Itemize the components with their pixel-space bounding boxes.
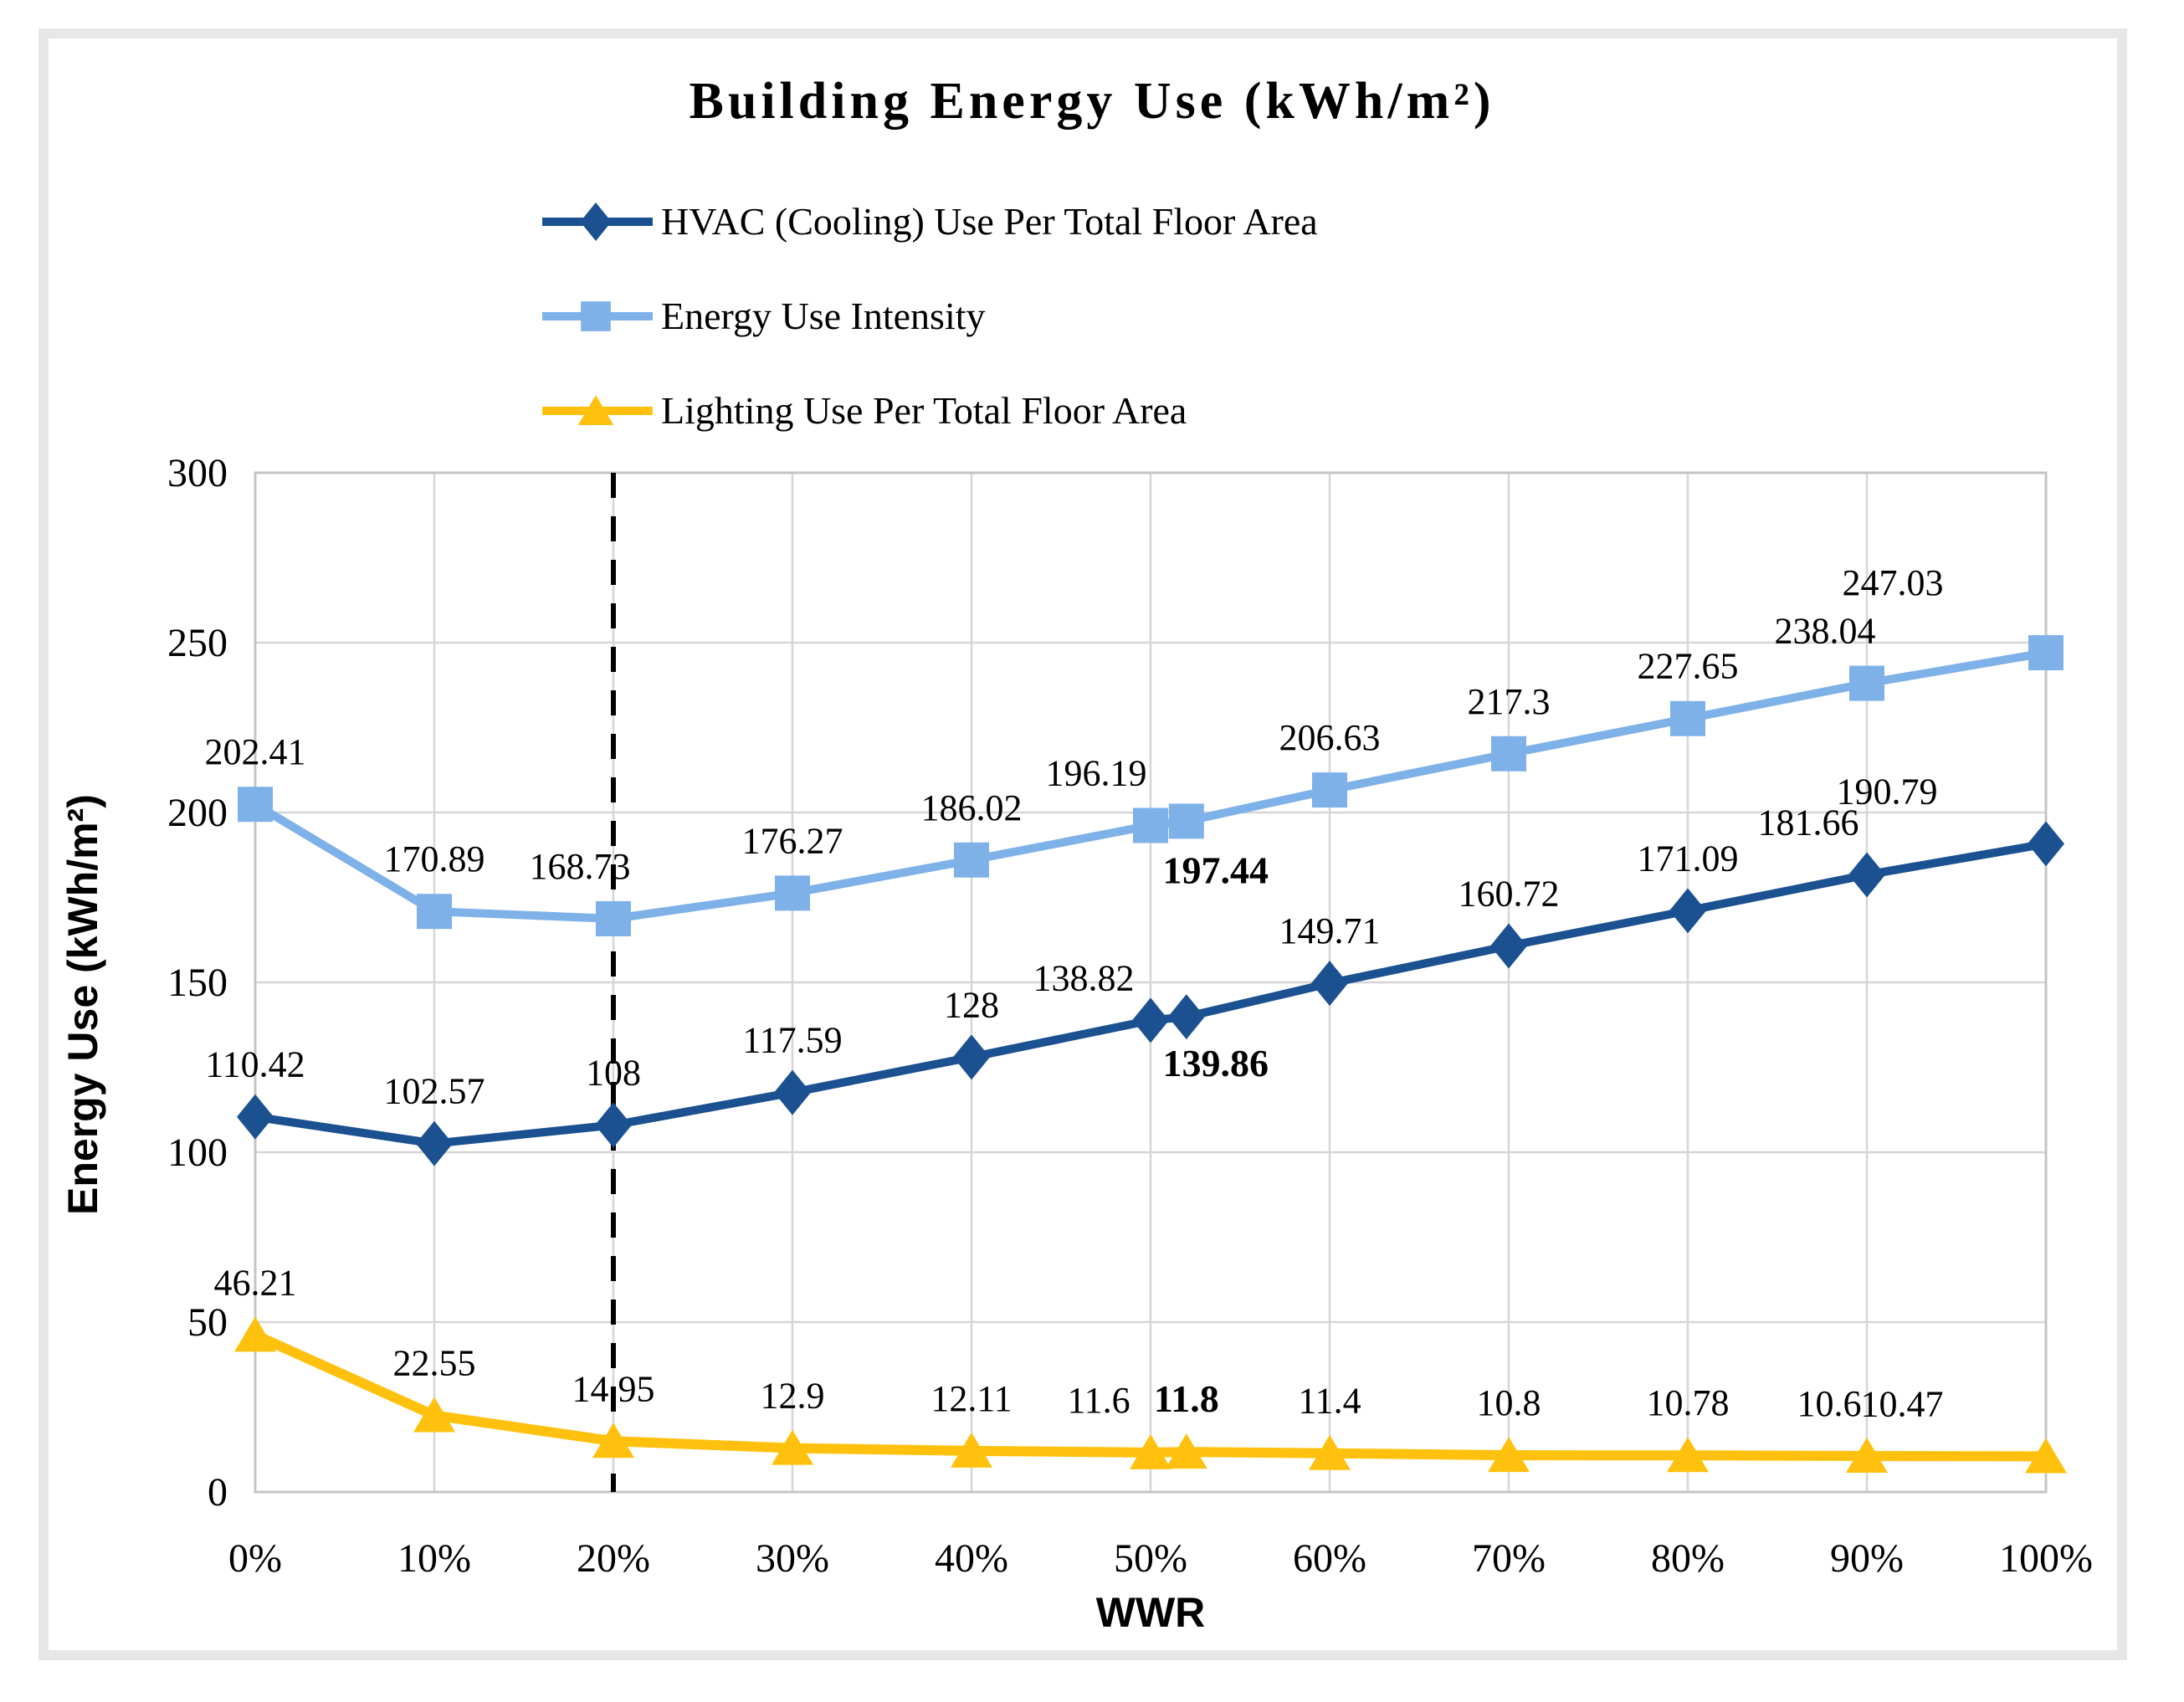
- x-tick: 20%: [577, 1536, 650, 1581]
- x-tick: 50%: [1114, 1536, 1187, 1581]
- series-hvac: [237, 821, 2064, 1166]
- legend-triangle-icon: [542, 394, 653, 425]
- legend-square-icon: [542, 300, 653, 331]
- data-label-light: 22.55: [393, 1342, 476, 1383]
- data-label-light: 11.6: [1067, 1380, 1130, 1421]
- legend-item-light: Lighting Use Per Total Floor Area: [542, 363, 1318, 458]
- data-label-hvac: 181.66: [1758, 802, 1859, 843]
- figure-frame: [38, 28, 2127, 1660]
- x-tick: 40%: [935, 1536, 1008, 1581]
- data-label-eui: 247.03: [1843, 562, 1944, 603]
- data-label-hvac: 171.09: [1638, 838, 1739, 879]
- data-label-hvac: 138.82: [1033, 957, 1135, 998]
- plot-border: [254, 471, 2048, 1494]
- legend-label-light: Lighting Use Per Total Floor Area: [661, 389, 1187, 432]
- data-label-eui: 206.63: [1279, 717, 1381, 758]
- series-eui: [238, 635, 2064, 936]
- data-label-hvac: 117.59: [742, 1020, 842, 1061]
- data-label-eui: 238.04: [1775, 611, 1876, 652]
- legend-label-hvac: HVAC (Cooling) Use Per Total Floor Area: [661, 200, 1318, 243]
- y-tick: 150: [167, 961, 228, 1005]
- x-tick: 0%: [228, 1536, 282, 1581]
- data-label-hvac: 108: [586, 1053, 641, 1094]
- data-label-light: 10.8: [1477, 1382, 1541, 1423]
- x-tick: 90%: [1830, 1536, 1904, 1581]
- chart-title: Building Energy Use (kWh/m²): [689, 73, 1495, 130]
- data-label-light: 10.6: [1797, 1383, 1862, 1424]
- legend-item-eui: Energy Use Intensity: [542, 269, 1318, 363]
- data-label-light: 46.21: [214, 1262, 297, 1303]
- data-label-eui: 186.02: [921, 787, 1023, 828]
- x-tick: 60%: [1293, 1536, 1366, 1581]
- y-tick: 100: [167, 1130, 228, 1175]
- x-tick: 30%: [756, 1536, 829, 1581]
- data-label-eui: 176.27: [742, 820, 843, 861]
- data-label-light: 10.78: [1647, 1382, 1730, 1423]
- data-label-eui: 202.41: [205, 731, 306, 772]
- data-label-eui: 170.89: [384, 838, 485, 879]
- chart-legend: HVAC (Cooling) Use Per Total Floor Area E…: [542, 174, 1318, 458]
- x-tick-labels: 0% 10% 20% 30% 40% 50% 60% 70% 80% 90% 100%: [228, 1536, 2093, 1581]
- y-tick: 250: [167, 621, 228, 665]
- legend-item-hvac: HVAC (Cooling) Use Per Total Floor Area: [542, 174, 1318, 269]
- y-tick-labels: 0 50 100 150 200 250 300: [167, 451, 228, 1515]
- highlight-label-hvac: 139.86: [1163, 1042, 1269, 1084]
- y-tick: 300: [167, 451, 228, 495]
- data-label-light: 12.11: [931, 1378, 1012, 1419]
- data-label-hvac: 110.42: [205, 1044, 305, 1085]
- data-label-hvac: 149.71: [1279, 910, 1381, 951]
- data-label-hvac: 190.79: [1837, 771, 1938, 812]
- data-label-light: 10.47: [1861, 1383, 1944, 1424]
- data-label-eui: 227.65: [1638, 646, 1739, 687]
- y-tick: 0: [208, 1470, 228, 1515]
- data-label-light: 11.4: [1298, 1381, 1361, 1422]
- highlight-label-eui: 197.44: [1163, 848, 1269, 891]
- data-label-light: 14.95: [572, 1368, 655, 1409]
- series-light: [234, 1316, 2067, 1474]
- data-label-hvac: 102.57: [384, 1071, 485, 1112]
- x-tick: 80%: [1651, 1536, 1725, 1581]
- x-tick: 70%: [1472, 1536, 1546, 1581]
- x-axis-title: WWR: [1095, 1589, 1206, 1636]
- legend-diamond-icon: [542, 202, 653, 241]
- highlight-label-light: 11.8: [1154, 1377, 1219, 1420]
- data-label-light: 12.9: [761, 1376, 825, 1417]
- y-tick: 50: [187, 1300, 228, 1345]
- data-label-hvac: 160.72: [1459, 873, 1560, 914]
- data-label-hvac: 128: [944, 984, 999, 1025]
- data-label-eui: 168.73: [530, 846, 631, 887]
- data-label-eui: 217.3: [1468, 681, 1551, 722]
- y-tick: 200: [167, 791, 228, 835]
- x-tick: 10%: [397, 1536, 471, 1581]
- data-labels: 202.41 170.89 168.73 176.27 186.02 196.19 206.…: [205, 562, 1944, 1424]
- x-tick: 100%: [1999, 1536, 2093, 1581]
- legend-label-eui: Energy Use Intensity: [661, 295, 986, 337]
- data-label-eui: 196.19: [1046, 752, 1147, 793]
